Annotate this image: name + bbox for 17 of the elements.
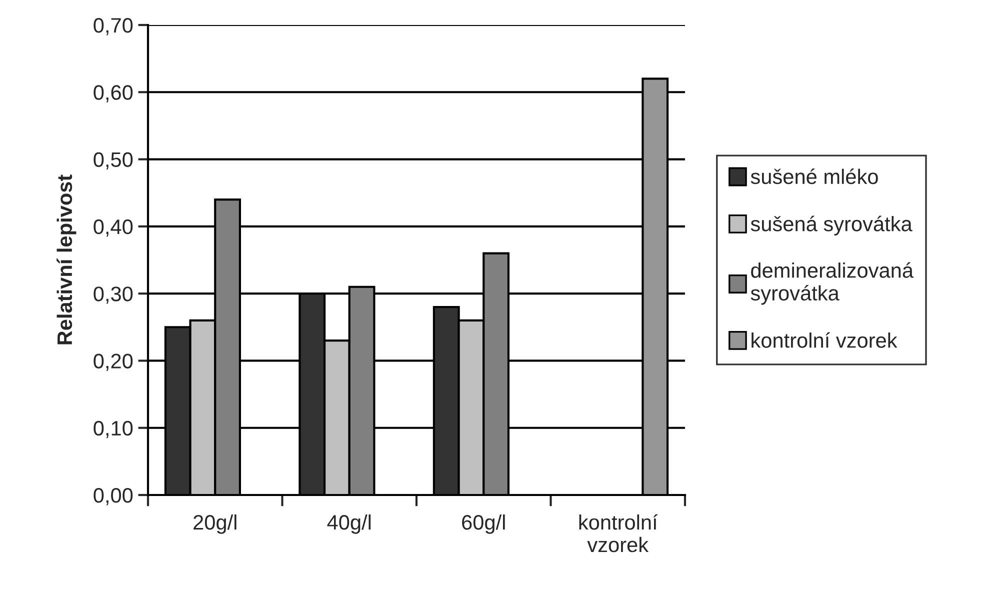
y-tick-label: 0,00 <box>94 488 133 506</box>
x-tick-label: 60g/l <box>462 514 505 534</box>
x-tick-label: kontrolní vzorek <box>579 514 658 552</box>
y-tick-label: 0,30 <box>94 286 133 304</box>
legend-label: kontrolní vzorek <box>752 332 898 348</box>
y-tick-label: 0,40 <box>94 219 133 237</box>
y-tick-label: 0,20 <box>94 354 133 371</box>
y-tick-label: 0,70 <box>94 18 133 36</box>
x-tick-label: 40g/l <box>327 514 371 534</box>
y-axis-title: Relativní lepivost <box>56 174 76 344</box>
legend-label: sušené mléko <box>750 168 878 184</box>
x-tick-label: 20g/l <box>194 514 236 534</box>
y-tick-label: 0,50 <box>94 152 133 170</box>
legend-label: demineralizovaná syrovátka <box>750 262 914 305</box>
y-tick-label: 0,60 <box>94 85 133 102</box>
y-tick-label: 0,10 <box>94 420 133 438</box>
legend-label: sušená syrovátka <box>750 216 912 236</box>
